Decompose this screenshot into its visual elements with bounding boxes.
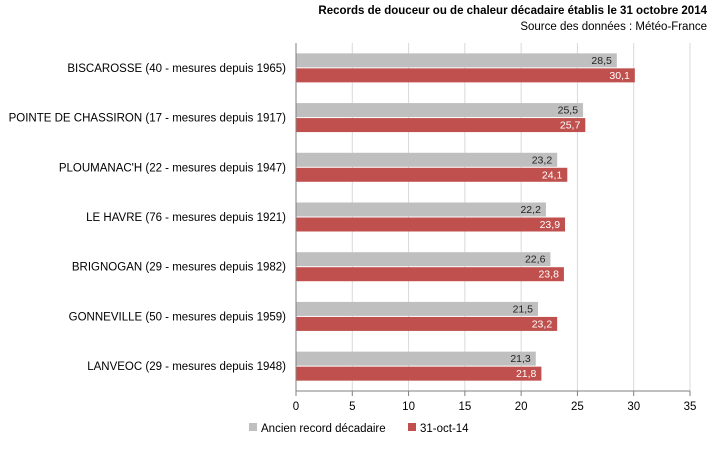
bar (296, 53, 617, 68)
bar-value-label: 21,8 (516, 368, 537, 380)
category-label: POINTE DE CHASSIRON (17 - mesures depuis… (9, 113, 287, 125)
bar-value-label: 22,2 (520, 204, 541, 216)
x-tick-label: 30 (627, 401, 640, 413)
bar-value-label: 24,1 (542, 169, 563, 181)
bar-value-label: 23,9 (540, 219, 561, 231)
x-tick-label: 25 (571, 401, 584, 413)
bar (296, 202, 546, 217)
x-tick-label: 15 (458, 401, 471, 413)
bar (296, 252, 551, 267)
x-tick-label: 0 (293, 401, 299, 413)
category-label: BRIGNOGAN (29 - mesures depuis 1982) (72, 262, 286, 274)
legend-label: Ancien record décadaire (261, 423, 386, 435)
bar (296, 366, 542, 381)
category-label: LE HAVRE (76 - mesures depuis 1921) (86, 212, 286, 224)
bar (296, 217, 566, 232)
bar (296, 103, 584, 118)
legend-swatch (249, 423, 257, 431)
bar-value-label: 21,3 (510, 353, 531, 365)
bar (296, 301, 539, 316)
bar-value-label: 22,6 (525, 254, 546, 266)
category-label: LANVEOC (29 - mesures depuis 1948) (87, 361, 286, 373)
bar-value-label: 30,1 (609, 70, 630, 82)
bar (296, 316, 558, 331)
bar-value-label: 23,8 (538, 269, 559, 281)
x-tick-label: 20 (515, 401, 528, 413)
bar (296, 68, 635, 83)
bar (296, 167, 568, 182)
chart-title: Records de douceur ou de chaleur décadai… (318, 5, 707, 17)
bar (296, 118, 586, 133)
x-tick-label: 10 (402, 401, 415, 413)
legend-label: 31-oct-14 (420, 423, 469, 435)
bar-value-label: 23,2 (532, 154, 553, 166)
category-label: GONNEVILLE (50 - mesures depuis 1959) (69, 311, 286, 323)
bar-value-label: 25,7 (560, 120, 581, 132)
bar (296, 152, 558, 167)
chart-source: Source des données : Météo-France (520, 21, 707, 33)
x-tick-label: 5 (349, 401, 355, 413)
bar (296, 267, 564, 282)
category-label: PLOUMANAC'H (22 - mesures depuis 1947) (59, 162, 286, 174)
bar (296, 351, 536, 366)
category-label: BISCAROSSE (40 - mesures depuis 1965) (67, 63, 286, 75)
bar-value-label: 25,5 (558, 105, 579, 117)
bar-value-label: 21,5 (513, 303, 534, 315)
bar-value-label: 23,2 (532, 318, 553, 330)
x-tick-label: 35 (684, 401, 697, 413)
bar-value-label: 28,5 (591, 55, 612, 67)
legend-swatch (408, 423, 416, 431)
